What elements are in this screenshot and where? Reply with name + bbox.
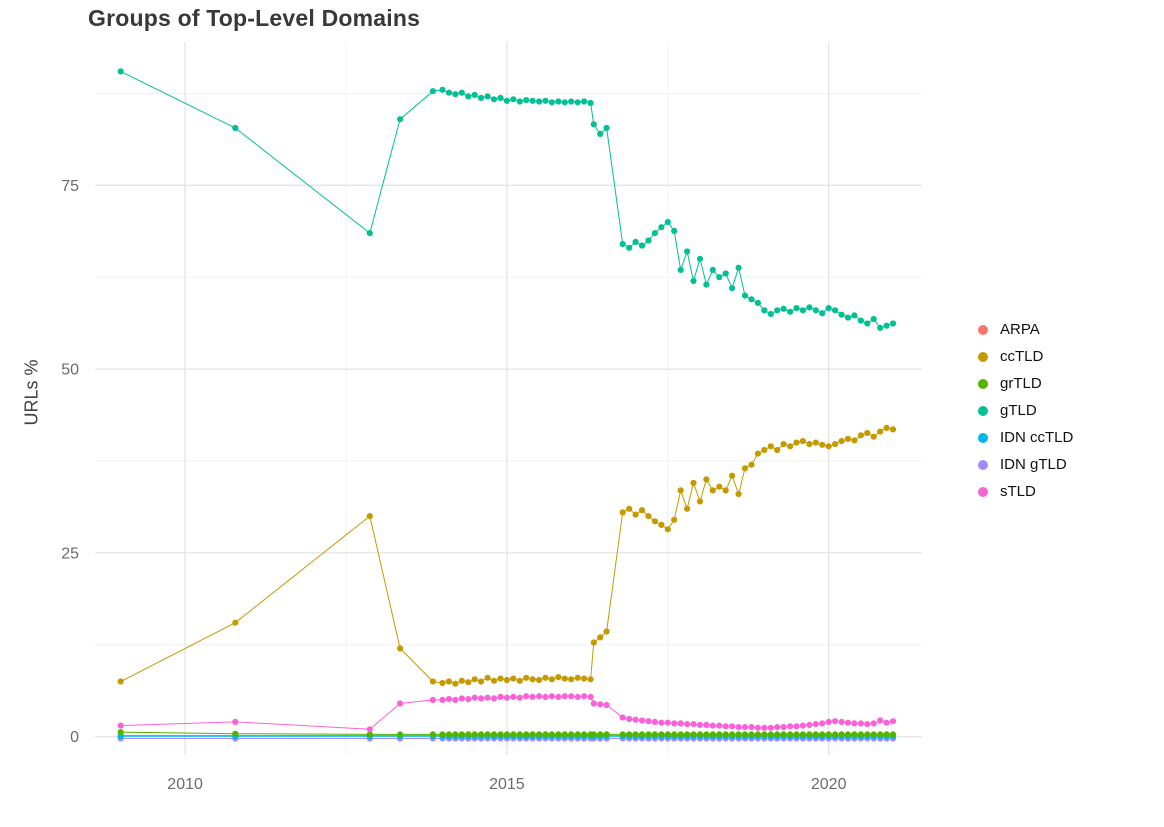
x-tick-label: 2020 xyxy=(811,776,847,793)
gridlines xyxy=(95,42,922,755)
legend-item-gtld: gTLD xyxy=(978,397,1073,424)
y-tick-label: 0 xyxy=(70,729,79,746)
legend-item-grtld: grTLD xyxy=(978,370,1073,397)
legend-swatch-icon xyxy=(978,405,988,416)
series-cctld xyxy=(117,424,897,687)
x-tick-label: 2010 xyxy=(167,776,203,793)
x-tick-label: 2015 xyxy=(489,776,525,793)
y-tick-label: 25 xyxy=(61,545,79,562)
legend-label: grTLD xyxy=(1000,375,1042,392)
legend-item-stld: sTLD xyxy=(978,478,1073,505)
series-gtld xyxy=(117,68,897,331)
chart-title: Groups of Top-Level Domains xyxy=(88,5,421,31)
legend-swatch-icon xyxy=(978,459,988,470)
legend-item-idn-gtld: IDN gTLD xyxy=(978,451,1073,478)
x-axis-ticks: 2010 2015 2020 xyxy=(167,776,846,793)
legend-label: ccTLD xyxy=(1000,348,1044,365)
legend-swatch-icon xyxy=(978,378,988,389)
legend-label: IDN ccTLD xyxy=(1000,429,1074,446)
legend-label: ARPA xyxy=(1000,321,1040,338)
legend-swatch-icon xyxy=(978,432,988,443)
legend-item-idn-cctld: IDN ccTLD xyxy=(978,424,1073,451)
y-tick-label: 50 xyxy=(61,362,79,379)
legend-item-cctld: ccTLD xyxy=(978,343,1073,370)
y-axis-ticks: 0 25 50 75 xyxy=(61,178,79,746)
y-tick-label: 75 xyxy=(61,178,79,195)
legend-label: gTLD xyxy=(1000,402,1037,419)
series-grtld xyxy=(117,729,897,738)
legend: ARPA ccTLD grTLD gTLD IDN ccTLD IDN gTLD sTLD xyxy=(978,316,1073,505)
legend-swatch-icon xyxy=(978,486,988,497)
legend-label: IDN gTLD xyxy=(1000,456,1067,473)
legend-swatch-icon xyxy=(978,351,988,362)
legend-label: sTLD xyxy=(1000,483,1036,500)
legend-item-arpa: ARPA xyxy=(978,316,1073,343)
legend-swatch-icon xyxy=(978,324,988,335)
series-stld xyxy=(117,693,897,733)
